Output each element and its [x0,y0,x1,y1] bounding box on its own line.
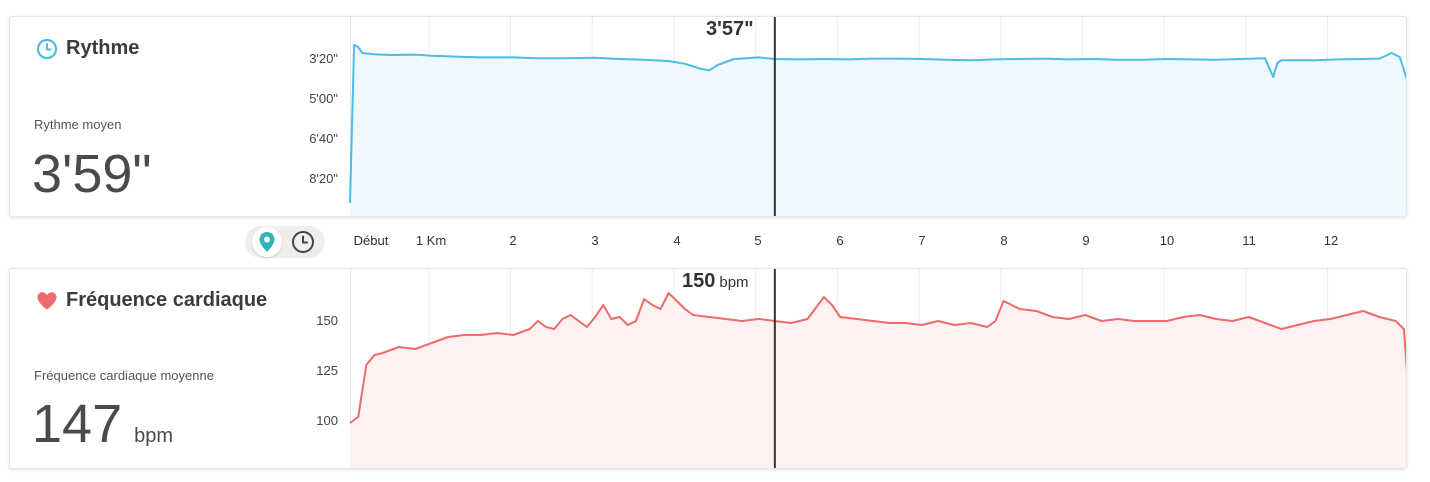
hr-avg-label: Fréquence cardiaque moyenne [34,368,214,383]
x-tick: 2 [509,233,517,248]
x-tick: 9 [1082,233,1090,248]
x-tick: 5 [754,233,762,248]
x-tick: Début [353,233,389,248]
heart-icon [36,291,58,311]
pace-area [350,45,1406,216]
x-axis-mode-toggle[interactable] [245,226,325,258]
hr-title: Fréquence cardiaque [36,289,267,312]
heart-rate-chart[interactable] [349,269,1407,469]
heart-rate-card: Fréquence cardiaque Fréquence cardiaque … [9,268,1407,469]
hr-avg-unit: bpm [134,425,174,447]
pace-ytick: 5'00" [309,91,338,106]
hr-ytick: 150 [316,313,338,328]
pace-avg-label: Rythme moyen [34,117,122,132]
x-tick: 1 Km [415,233,447,248]
x-tick: 6 [836,233,844,248]
hr-avg: 147 bpm [32,393,173,455]
hr-title-text: Fréquence cardiaque [66,289,268,311]
x-tick: 7 [918,233,926,248]
x-tick: 4 [673,233,681,248]
hr-marker-unit: bpm [719,274,749,291]
pace-line [349,44,1406,204]
pace-title: Rythme [36,37,139,60]
pace-avg-value: 3'59" [32,144,152,204]
x-tick: 3 [591,233,599,248]
pace-ytick: 3'20" [309,51,338,66]
pace-card: Rythme Rythme moyen 3'59" 3'20" 5'00" 6'… [9,16,1407,217]
x-tick: 11 [1242,233,1256,248]
map-pin-icon[interactable] [252,227,282,257]
hr-area [350,293,1406,468]
hr-marker-value: 150 [682,270,716,292]
x-axis-row: Début 1 Km 2 3 4 5 6 7 8 9 10 11 12 [0,222,1430,262]
pace-ytick: 6'40" [309,131,338,146]
hr-marker-label: 150 bpm [682,270,749,293]
hr-ytick: 100 [316,413,338,428]
pace-marker-label: 3'57" [706,18,754,40]
x-tick: 12 [1323,233,1339,248]
pace-chart[interactable] [349,17,1407,217]
pace-title-text: Rythme [66,37,140,59]
hr-avg-value: 147 [32,394,123,454]
hr-ytick: 125 [316,363,338,378]
pace-ytick: 8'20" [309,171,338,186]
x-tick: 10 [1159,233,1175,248]
clock-icon[interactable] [288,227,318,257]
hr-line [349,292,1406,424]
x-tick: 8 [1000,233,1008,248]
clock-icon [36,38,58,60]
